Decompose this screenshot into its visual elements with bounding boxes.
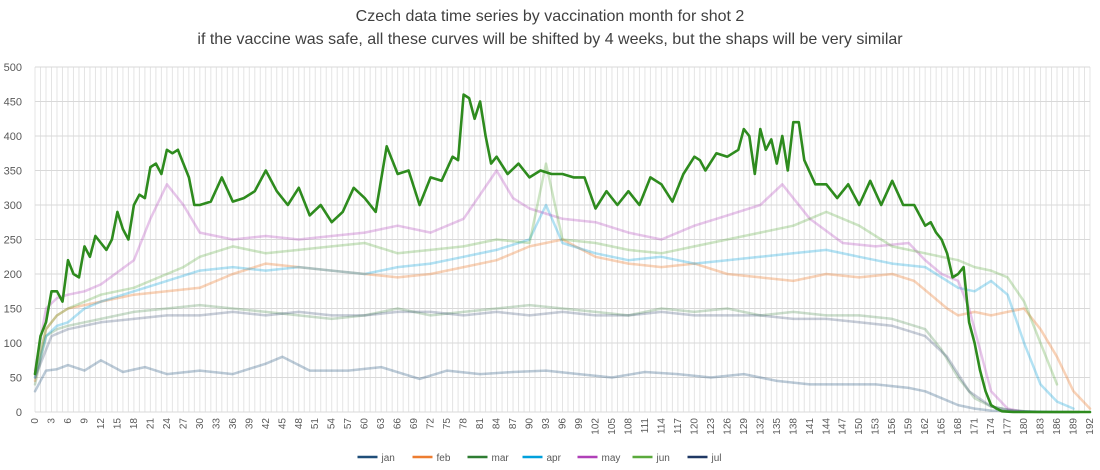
x-tick-label: 72 bbox=[426, 418, 437, 430]
y-tick-label: 50 bbox=[10, 373, 22, 385]
x-tick-label: 36 bbox=[228, 418, 239, 430]
x-tick-label: 21 bbox=[145, 418, 156, 430]
x-tick-label: 78 bbox=[459, 418, 470, 430]
x-tick-label: 177 bbox=[1003, 418, 1014, 435]
x-tick-label: 132 bbox=[755, 418, 766, 435]
x-tick-label: 60 bbox=[360, 418, 371, 430]
x-tick-label: 87 bbox=[508, 418, 519, 430]
x-tick-label: 6 bbox=[63, 418, 74, 424]
x-tick-label: 129 bbox=[739, 418, 750, 435]
y-tick-label: 100 bbox=[4, 338, 22, 350]
y-tick-label: 450 bbox=[4, 97, 22, 109]
series-line-feb bbox=[33, 238, 1092, 410]
series-line-mar-emphasis bbox=[33, 93, 1092, 414]
x-tick-label: 186 bbox=[1052, 418, 1063, 435]
x-tick-label: 117 bbox=[673, 418, 684, 434]
x-tick-label: 114 bbox=[656, 418, 667, 434]
x-tick-label: 24 bbox=[162, 418, 173, 430]
x-tick-label: 171 bbox=[970, 418, 981, 435]
x-tick-label: 33 bbox=[211, 418, 222, 430]
y-tick-label: 500 bbox=[4, 62, 22, 74]
series-line-may bbox=[33, 169, 1026, 414]
x-tick-label: 75 bbox=[442, 418, 453, 430]
x-tick-label: 45 bbox=[277, 418, 288, 430]
x-tick-label: 189 bbox=[1069, 418, 1080, 435]
series-line-jan bbox=[33, 355, 1081, 414]
x-tick-label: 84 bbox=[492, 418, 503, 430]
legend-label-jun: jun bbox=[656, 453, 670, 464]
x-tick-label: 120 bbox=[689, 418, 700, 435]
legend-label-jul: jul bbox=[711, 453, 722, 464]
y-tick-label: 300 bbox=[4, 200, 22, 212]
x-tick-label: 108 bbox=[623, 418, 634, 435]
x-tick-label: 111 bbox=[640, 418, 651, 434]
y-tick-label: 250 bbox=[4, 235, 22, 247]
x-tick-label: 165 bbox=[937, 418, 948, 435]
x-tick-label: 15 bbox=[112, 418, 123, 430]
x-tick-label: 192 bbox=[1085, 418, 1096, 435]
x-tick-label: 0 bbox=[30, 418, 41, 424]
y-tick-label: 150 bbox=[4, 304, 22, 316]
series-line-mar bbox=[33, 303, 1075, 414]
x-tick-label: 183 bbox=[1036, 418, 1047, 435]
series-line-jul bbox=[33, 310, 1081, 414]
x-tick-label: 63 bbox=[376, 418, 387, 430]
x-tick-label: 126 bbox=[722, 418, 733, 435]
x-tick-label: 150 bbox=[854, 418, 865, 435]
y-tick-label: 200 bbox=[4, 269, 22, 281]
x-tick-label: 153 bbox=[871, 418, 882, 435]
x-tick-label: 66 bbox=[393, 418, 404, 430]
x-tick-label: 81 bbox=[475, 418, 486, 430]
x-tick-label: 3 bbox=[46, 418, 57, 424]
series-line-apr bbox=[33, 203, 1075, 410]
x-tick-label: 123 bbox=[706, 418, 717, 435]
x-tick-label: 48 bbox=[294, 418, 305, 430]
y-tick-label: 0 bbox=[16, 407, 22, 419]
x-tick-label: 51 bbox=[310, 418, 321, 430]
legend-label-mar: mar bbox=[492, 453, 510, 464]
y-tick-label: 350 bbox=[4, 166, 22, 178]
x-tick-label: 99 bbox=[574, 418, 585, 430]
x-tick-label: 159 bbox=[904, 418, 915, 435]
y-tick-label: 400 bbox=[4, 131, 22, 143]
x-tick-label: 105 bbox=[607, 418, 618, 435]
legend-label-may: may bbox=[602, 453, 621, 464]
chart-subtitle: if the vaccine was safe, all these curve… bbox=[197, 31, 903, 48]
x-tick-label: 57 bbox=[343, 418, 354, 430]
x-tick-label: 102 bbox=[590, 418, 601, 435]
x-tick-label: 138 bbox=[788, 418, 799, 435]
legend-label-apr: apr bbox=[547, 453, 562, 464]
x-tick-label: 12 bbox=[96, 418, 107, 430]
legend-label-jan: jan bbox=[381, 453, 395, 464]
series-line-jun bbox=[33, 162, 1059, 386]
x-tick-label: 90 bbox=[525, 418, 536, 430]
x-tick-label: 168 bbox=[953, 418, 964, 435]
x-tick-label: 96 bbox=[558, 418, 569, 430]
legend-label-feb: feb bbox=[437, 453, 451, 464]
x-tick-label: 39 bbox=[244, 418, 255, 430]
x-tick-label: 54 bbox=[327, 418, 338, 430]
x-tick-label: 156 bbox=[887, 418, 898, 435]
x-tick-label: 147 bbox=[838, 418, 849, 435]
x-tick-label: 162 bbox=[920, 418, 931, 435]
x-tick-label: 69 bbox=[409, 418, 420, 430]
x-tick-label: 27 bbox=[178, 418, 189, 430]
x-tick-label: 180 bbox=[1019, 418, 1030, 435]
chart-title: Czech data time series by vaccination mo… bbox=[355, 8, 745, 25]
x-tick-label: 9 bbox=[79, 418, 90, 424]
x-tick-label: 18 bbox=[129, 418, 140, 430]
x-tick-label: 135 bbox=[772, 418, 783, 435]
x-tick-label: 93 bbox=[541, 418, 552, 430]
x-tick-label: 144 bbox=[821, 418, 832, 435]
x-tick-label: 174 bbox=[986, 418, 997, 435]
x-tick-label: 30 bbox=[195, 418, 206, 430]
x-tick-label: 42 bbox=[261, 418, 272, 430]
x-tick-label: 141 bbox=[805, 418, 816, 435]
